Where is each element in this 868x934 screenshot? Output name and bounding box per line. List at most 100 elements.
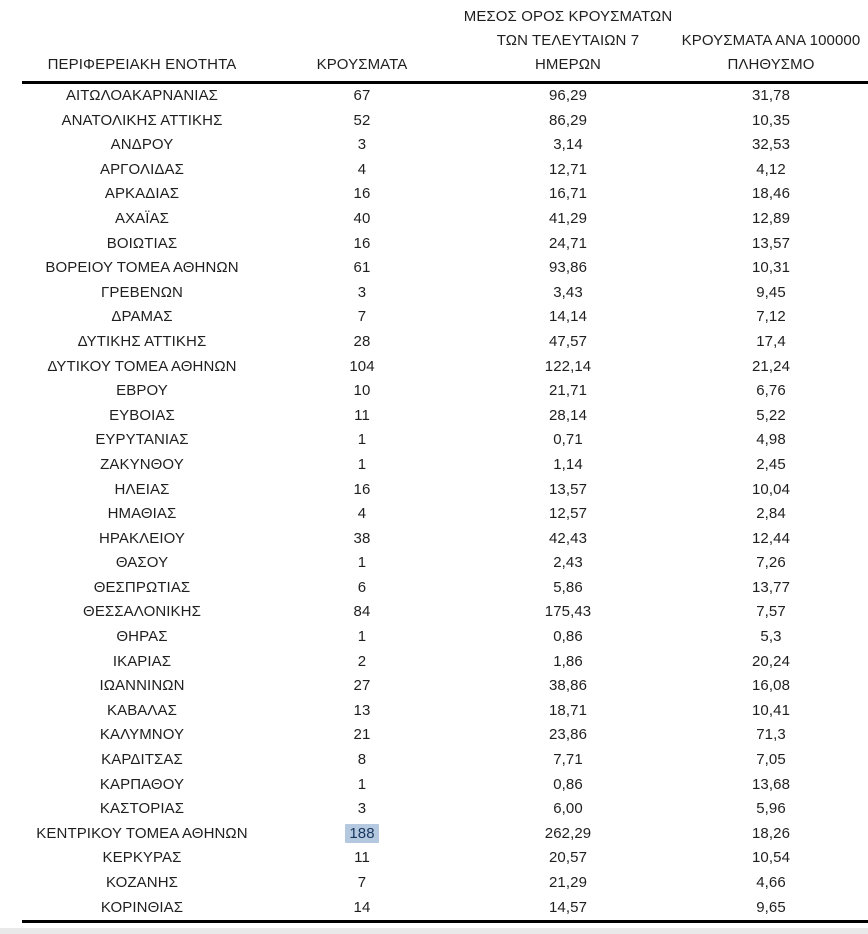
per100k-cell: 7,57 bbox=[756, 603, 786, 621]
table-header: ΠΕΡΙΦΕΡΕΙΑΚΗ ΕΝΟΤΗΤΑ ΚΡΟΥΣΜΑΤΑ ΜΕΣΟΣ ΟΡΟ… bbox=[22, 5, 868, 84]
avg7-cell: 0,71 bbox=[553, 431, 583, 449]
avg7-cell: 14,14 bbox=[548, 308, 588, 326]
avg7-cell: 42,43 bbox=[548, 529, 588, 547]
cases-cell: 67 bbox=[353, 87, 371, 104]
table-row: ΚΑΡΠΑΘΟΥ 1 0,86 13,68 bbox=[22, 773, 868, 798]
header-avg-7day: ΜΕΣΟΣ ΟΡΟΣ ΚΡΟΥΣΜΑΤΩΝ ΤΩΝ ΤΕΛΕΥΤΑΙΩΝ 7 Η… bbox=[462, 5, 674, 84]
per100k-cell: 16,08 bbox=[751, 677, 791, 695]
per100k-cell: 7,12 bbox=[756, 308, 786, 326]
cases-cell: 1 bbox=[357, 455, 367, 473]
cases-cell: 2 bbox=[357, 652, 367, 670]
cases-cell: 188 bbox=[262, 822, 462, 847]
table-row: ΚΟΖΑΝΗΣ 7 21,29 4,66 bbox=[22, 871, 868, 896]
per100k-cell: 13,77 bbox=[751, 578, 791, 596]
region-cell: ΘΕΣΠΡΩΤΙΑΣ bbox=[93, 578, 191, 596]
cases-cell: 1 bbox=[357, 628, 367, 646]
region-cell: ΘΗΡΑΣ bbox=[116, 628, 168, 646]
cases-cell: 104 bbox=[349, 357, 375, 375]
avg7-cell: 262,29 bbox=[544, 824, 592, 842]
region-cell: ΗΛΕΙΑΣ bbox=[114, 480, 170, 498]
cases-cell: 28 bbox=[353, 332, 371, 350]
region-cell: ΚΟΡΙΝΘΙΑΣ bbox=[22, 895, 262, 924]
table-row: ΖΑΚΥΝΘΟΥ 1 1,14 2,45 bbox=[22, 453, 868, 478]
cases-cell: 3 bbox=[357, 283, 367, 301]
cases-cell: 10 bbox=[353, 382, 371, 400]
table-row: ΓΡΕΒΕΝΩΝ 3 3,43 9,45 bbox=[22, 281, 868, 306]
per100k-cell: 2,84 bbox=[756, 505, 786, 523]
region-cell: ΓΡΕΒΕΝΩΝ bbox=[101, 283, 183, 301]
cases-cell: 3 bbox=[357, 136, 367, 154]
table-body: ΑΙΤΩΛΟΑΚΑΡΝΑΝΙΑΣ 67 96,29 31,78 ΑΝΑΤΟΛΙΚΗΣ Α… bbox=[22, 83, 868, 924]
region-cell: ΖΑΚΥΝΘΟΥ bbox=[100, 455, 184, 473]
cases-cell: 4 bbox=[357, 160, 367, 178]
cases-cell: 61 bbox=[353, 259, 371, 277]
header-cases-per-100k: ΚΡΟΥΣΜΑΤΑ ΑΝΑ 100000 ΠΛΗΘΥΣΜΟ bbox=[674, 5, 868, 84]
bottom-edge-strip bbox=[0, 928, 868, 934]
per100k-cell: 13,57 bbox=[751, 234, 791, 252]
table-row: ΑΝΑΤΟΛΙΚΗΣ ΑΤΤΙΚΗΣ 52 86,29 10,35 bbox=[22, 109, 868, 134]
header-regional-unit: ΠΕΡΙΦΕΡΕΙΑΚΗ ΕΝΟΤΗΤΑ bbox=[22, 5, 262, 84]
cases-cell: 1 bbox=[357, 431, 367, 449]
per100k-cell: 18,26 bbox=[751, 824, 791, 842]
per100k-cell: 7,26 bbox=[756, 554, 786, 572]
per100k-cell: 6,76 bbox=[756, 382, 786, 400]
per100k-cell: 9,65 bbox=[674, 895, 868, 924]
per100k-cell: 4,12 bbox=[756, 160, 786, 178]
table-row: ΚΕΝΤΡΙΚΟΥ ΤΟΜΕΑ ΑΘΗΝΩΝ 188 262,29 18,26 bbox=[22, 822, 868, 847]
cases-cell: 40 bbox=[353, 209, 371, 227]
avg7-cell: 3,43 bbox=[553, 283, 583, 301]
table-row: ΔΥΤΙΚΗΣ ΑΤΤΙΚΗΣ 28 47,57 17,4 bbox=[22, 330, 868, 355]
avg7-cell: 47,57 bbox=[548, 332, 588, 350]
per100k-cell: 10,31 bbox=[751, 259, 791, 277]
per100k-cell: 10,41 bbox=[751, 701, 791, 719]
region-cell: ΙΩΑΝΝΙΝΩΝ bbox=[99, 677, 185, 695]
region-cell: ΒΟΡΕΙΟΥ ΤΟΜΕΑ ΑΘΗΝΩΝ bbox=[45, 259, 239, 277]
region-cell: ΚΕΡΚΥΡΑΣ bbox=[102, 849, 182, 867]
per100k-cell: 5,96 bbox=[756, 800, 786, 818]
per100k-cell: 9,45 bbox=[756, 283, 786, 301]
per100k-cell: 10,54 bbox=[751, 849, 791, 867]
region-cell: ΗΡΑΚΛΕΙΟΥ bbox=[98, 529, 185, 547]
avg7-cell: 86,29 bbox=[548, 111, 588, 129]
table-row: ΗΛΕΙΑΣ 16 13,57 10,04 bbox=[22, 478, 868, 503]
avg7-cell: 3,14 bbox=[553, 136, 583, 154]
region-cell: ΕΥΒΟΙΑΣ bbox=[109, 406, 175, 424]
table-row: ΑΧΑΪΑΣ 40 41,29 12,89 bbox=[22, 207, 868, 232]
cases-cell: 8 bbox=[357, 751, 367, 769]
cases-cell: 13 bbox=[353, 701, 371, 719]
avg7-cell: 14,57 bbox=[462, 895, 674, 924]
table-row: ΕΥΡΥΤΑΝΙΑΣ 1 0,71 4,98 bbox=[22, 428, 868, 453]
table-row: ΚΟΡΙΝΘΙΑΣ 14 14,57 9,65 bbox=[22, 895, 868, 924]
region-cell: ΘΑΣΟΥ bbox=[115, 554, 169, 572]
avg7-cell: 7,71 bbox=[553, 751, 583, 769]
region-cell: ΑΝΑΤΟΛΙΚΗΣ ΑΤΤΙΚΗΣ bbox=[61, 111, 223, 129]
avg7-cell: 93,86 bbox=[548, 259, 588, 277]
avg7-cell: 21,29 bbox=[548, 874, 588, 891]
table-row: ΕΒΡΟΥ 10 21,71 6,76 bbox=[22, 379, 868, 404]
cases-cell: 38 bbox=[353, 529, 371, 547]
selected-cases-value: 188 bbox=[345, 823, 379, 843]
avg7-cell: 16,71 bbox=[548, 185, 588, 203]
avg7-cell: 18,71 bbox=[548, 701, 588, 719]
region-cell: ΑΝΔΡΟΥ bbox=[110, 136, 174, 154]
avg7-cell: 1,14 bbox=[553, 455, 583, 473]
table-row: ΘΕΣΠΡΩΤΙΑΣ 6 5,86 13,77 bbox=[22, 576, 868, 601]
avg7-cell: 21,71 bbox=[548, 382, 588, 400]
cases-cell: 11 bbox=[354, 849, 370, 867]
table-row: ΗΜΑΘΙΑΣ 4 12,57 2,84 bbox=[22, 502, 868, 527]
per100k-cell: 2,45 bbox=[756, 455, 786, 473]
table-row: ΚΑΣΤΟΡΙΑΣ 3 6,00 5,96 bbox=[22, 797, 868, 822]
per100k-cell: 4,66 bbox=[756, 874, 786, 891]
cases-cell: 27 bbox=[353, 677, 371, 695]
cases-cell: 6 bbox=[357, 578, 367, 596]
per100k-cell: 10,04 bbox=[751, 480, 791, 498]
table-row: ΑΙΤΩΛΟΑΚΑΡΝΑΝΙΑΣ 67 96,29 31,78 bbox=[22, 83, 868, 109]
table-row: ΔΡΑΜΑΣ 7 14,14 7,12 bbox=[22, 305, 868, 330]
avg7-cell: 96,29 bbox=[548, 87, 588, 104]
regional-cases-table: ΠΕΡΙΦΕΡΕΙΑΚΗ ΕΝΟΤΗΤΑ ΚΡΟΥΣΜΑΤΑ ΜΕΣΟΣ ΟΡΟ… bbox=[22, 5, 868, 924]
per100k-cell: 13,68 bbox=[751, 775, 791, 793]
region-cell: ΑΧΑΪΑΣ bbox=[114, 209, 170, 227]
per100k-cell: 5,3 bbox=[760, 628, 782, 646]
table-row: ΕΥΒΟΙΑΣ 11 28,14 5,22 bbox=[22, 404, 868, 429]
